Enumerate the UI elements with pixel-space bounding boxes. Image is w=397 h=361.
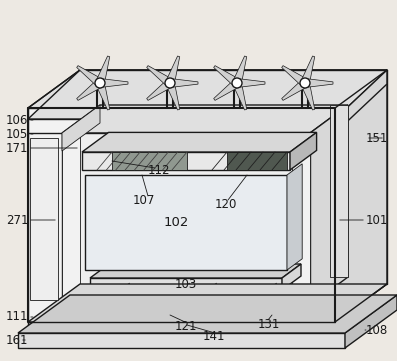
Polygon shape xyxy=(96,82,110,110)
Polygon shape xyxy=(30,138,58,300)
Polygon shape xyxy=(330,105,348,277)
Text: 112: 112 xyxy=(148,165,170,178)
Text: 107: 107 xyxy=(133,193,155,206)
Text: 106: 106 xyxy=(6,113,28,126)
Polygon shape xyxy=(237,78,265,87)
Polygon shape xyxy=(305,78,333,87)
Polygon shape xyxy=(301,56,315,84)
Polygon shape xyxy=(335,70,387,133)
Polygon shape xyxy=(82,152,290,170)
Polygon shape xyxy=(28,284,387,322)
Polygon shape xyxy=(227,152,287,170)
Polygon shape xyxy=(282,79,308,100)
Polygon shape xyxy=(62,133,80,305)
Polygon shape xyxy=(28,70,387,119)
Circle shape xyxy=(165,78,175,88)
Polygon shape xyxy=(62,105,100,151)
Polygon shape xyxy=(82,132,316,152)
Polygon shape xyxy=(180,283,189,332)
Text: 108: 108 xyxy=(366,323,388,336)
Polygon shape xyxy=(233,56,247,84)
Polygon shape xyxy=(166,82,180,110)
Polygon shape xyxy=(77,66,103,87)
Polygon shape xyxy=(192,290,207,332)
Polygon shape xyxy=(252,290,267,332)
Polygon shape xyxy=(18,295,397,333)
Text: 141: 141 xyxy=(203,331,225,344)
Polygon shape xyxy=(282,66,308,87)
Text: 171: 171 xyxy=(6,142,29,155)
Polygon shape xyxy=(100,78,128,87)
Text: 111: 111 xyxy=(6,310,29,323)
Polygon shape xyxy=(207,283,216,332)
Polygon shape xyxy=(290,132,316,170)
Polygon shape xyxy=(62,133,310,305)
Polygon shape xyxy=(77,79,103,100)
Text: 161: 161 xyxy=(6,334,29,347)
Polygon shape xyxy=(267,283,276,332)
Circle shape xyxy=(300,78,310,88)
Polygon shape xyxy=(62,105,348,133)
Polygon shape xyxy=(214,79,240,100)
Text: 120: 120 xyxy=(215,197,237,210)
Polygon shape xyxy=(310,105,348,305)
Text: 103: 103 xyxy=(175,278,197,291)
Polygon shape xyxy=(85,175,287,270)
Polygon shape xyxy=(90,264,301,278)
Polygon shape xyxy=(287,164,302,270)
Polygon shape xyxy=(105,290,120,332)
Circle shape xyxy=(232,78,242,88)
Polygon shape xyxy=(335,70,387,322)
Text: 102: 102 xyxy=(163,216,189,229)
Polygon shape xyxy=(28,70,387,108)
Polygon shape xyxy=(165,290,180,332)
Text: 271: 271 xyxy=(6,213,29,226)
Polygon shape xyxy=(345,295,397,348)
Polygon shape xyxy=(28,108,335,322)
Polygon shape xyxy=(120,283,129,332)
Text: 131: 131 xyxy=(258,318,280,331)
Polygon shape xyxy=(166,56,180,84)
Polygon shape xyxy=(146,66,173,87)
Polygon shape xyxy=(170,78,198,87)
Polygon shape xyxy=(214,66,240,87)
Polygon shape xyxy=(233,82,247,110)
Polygon shape xyxy=(62,286,329,300)
Polygon shape xyxy=(335,298,387,333)
Polygon shape xyxy=(146,79,173,100)
Polygon shape xyxy=(96,56,110,84)
Polygon shape xyxy=(292,133,310,305)
Polygon shape xyxy=(310,286,329,310)
Text: 121: 121 xyxy=(175,319,197,332)
Polygon shape xyxy=(28,119,335,133)
Polygon shape xyxy=(301,82,315,110)
Polygon shape xyxy=(18,333,345,348)
Polygon shape xyxy=(112,152,187,170)
Text: 105: 105 xyxy=(6,127,28,140)
Text: 101: 101 xyxy=(366,213,388,226)
Polygon shape xyxy=(282,264,301,290)
Polygon shape xyxy=(90,278,282,290)
Polygon shape xyxy=(28,322,335,333)
Polygon shape xyxy=(62,300,310,310)
Text: 151: 151 xyxy=(366,131,388,144)
Circle shape xyxy=(95,78,105,88)
